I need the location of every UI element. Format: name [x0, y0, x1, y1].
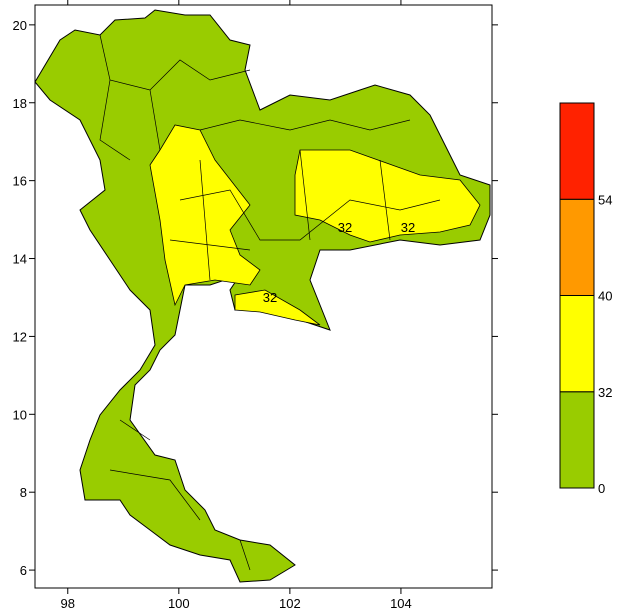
- colorbar-bin: [559, 295, 595, 393]
- y-tick-label: 20: [13, 18, 27, 33]
- colorbar-label: 54: [598, 192, 612, 207]
- x-tick-label: 102: [279, 596, 301, 610]
- colorbar-bin: [559, 391, 595, 489]
- colorbar-bin: [559, 198, 595, 296]
- colorbar-bin: [559, 102, 595, 200]
- contour-label: 32: [263, 290, 277, 305]
- colorbar-label: 32: [598, 385, 612, 400]
- y-tick-label: 12: [13, 329, 27, 344]
- region-32-40: [294, 149, 481, 243]
- y-tick-label: 10: [13, 407, 27, 422]
- map-frame: [34, 4, 493, 589]
- y-tick-label: 16: [13, 174, 27, 189]
- y-tick-label: 14: [13, 252, 27, 267]
- region-32-40: [149, 124, 261, 307]
- contour-label: 32: [338, 220, 352, 235]
- x-tick-label: 100: [168, 596, 190, 610]
- province-borders: [99, 34, 441, 571]
- y-tick-label: 6: [20, 563, 27, 578]
- contour-label: 32: [401, 220, 415, 235]
- x-tick-label: 104: [390, 596, 412, 610]
- colorbar-label: 40: [598, 289, 612, 304]
- colorbar-label: 0: [598, 481, 605, 496]
- y-tick-label: 8: [20, 485, 27, 500]
- region-32-40: [234, 289, 321, 326]
- y-tick-label: 18: [13, 96, 27, 111]
- map-shapes: [34, 9, 491, 583]
- x-tick-label: 98: [61, 596, 75, 610]
